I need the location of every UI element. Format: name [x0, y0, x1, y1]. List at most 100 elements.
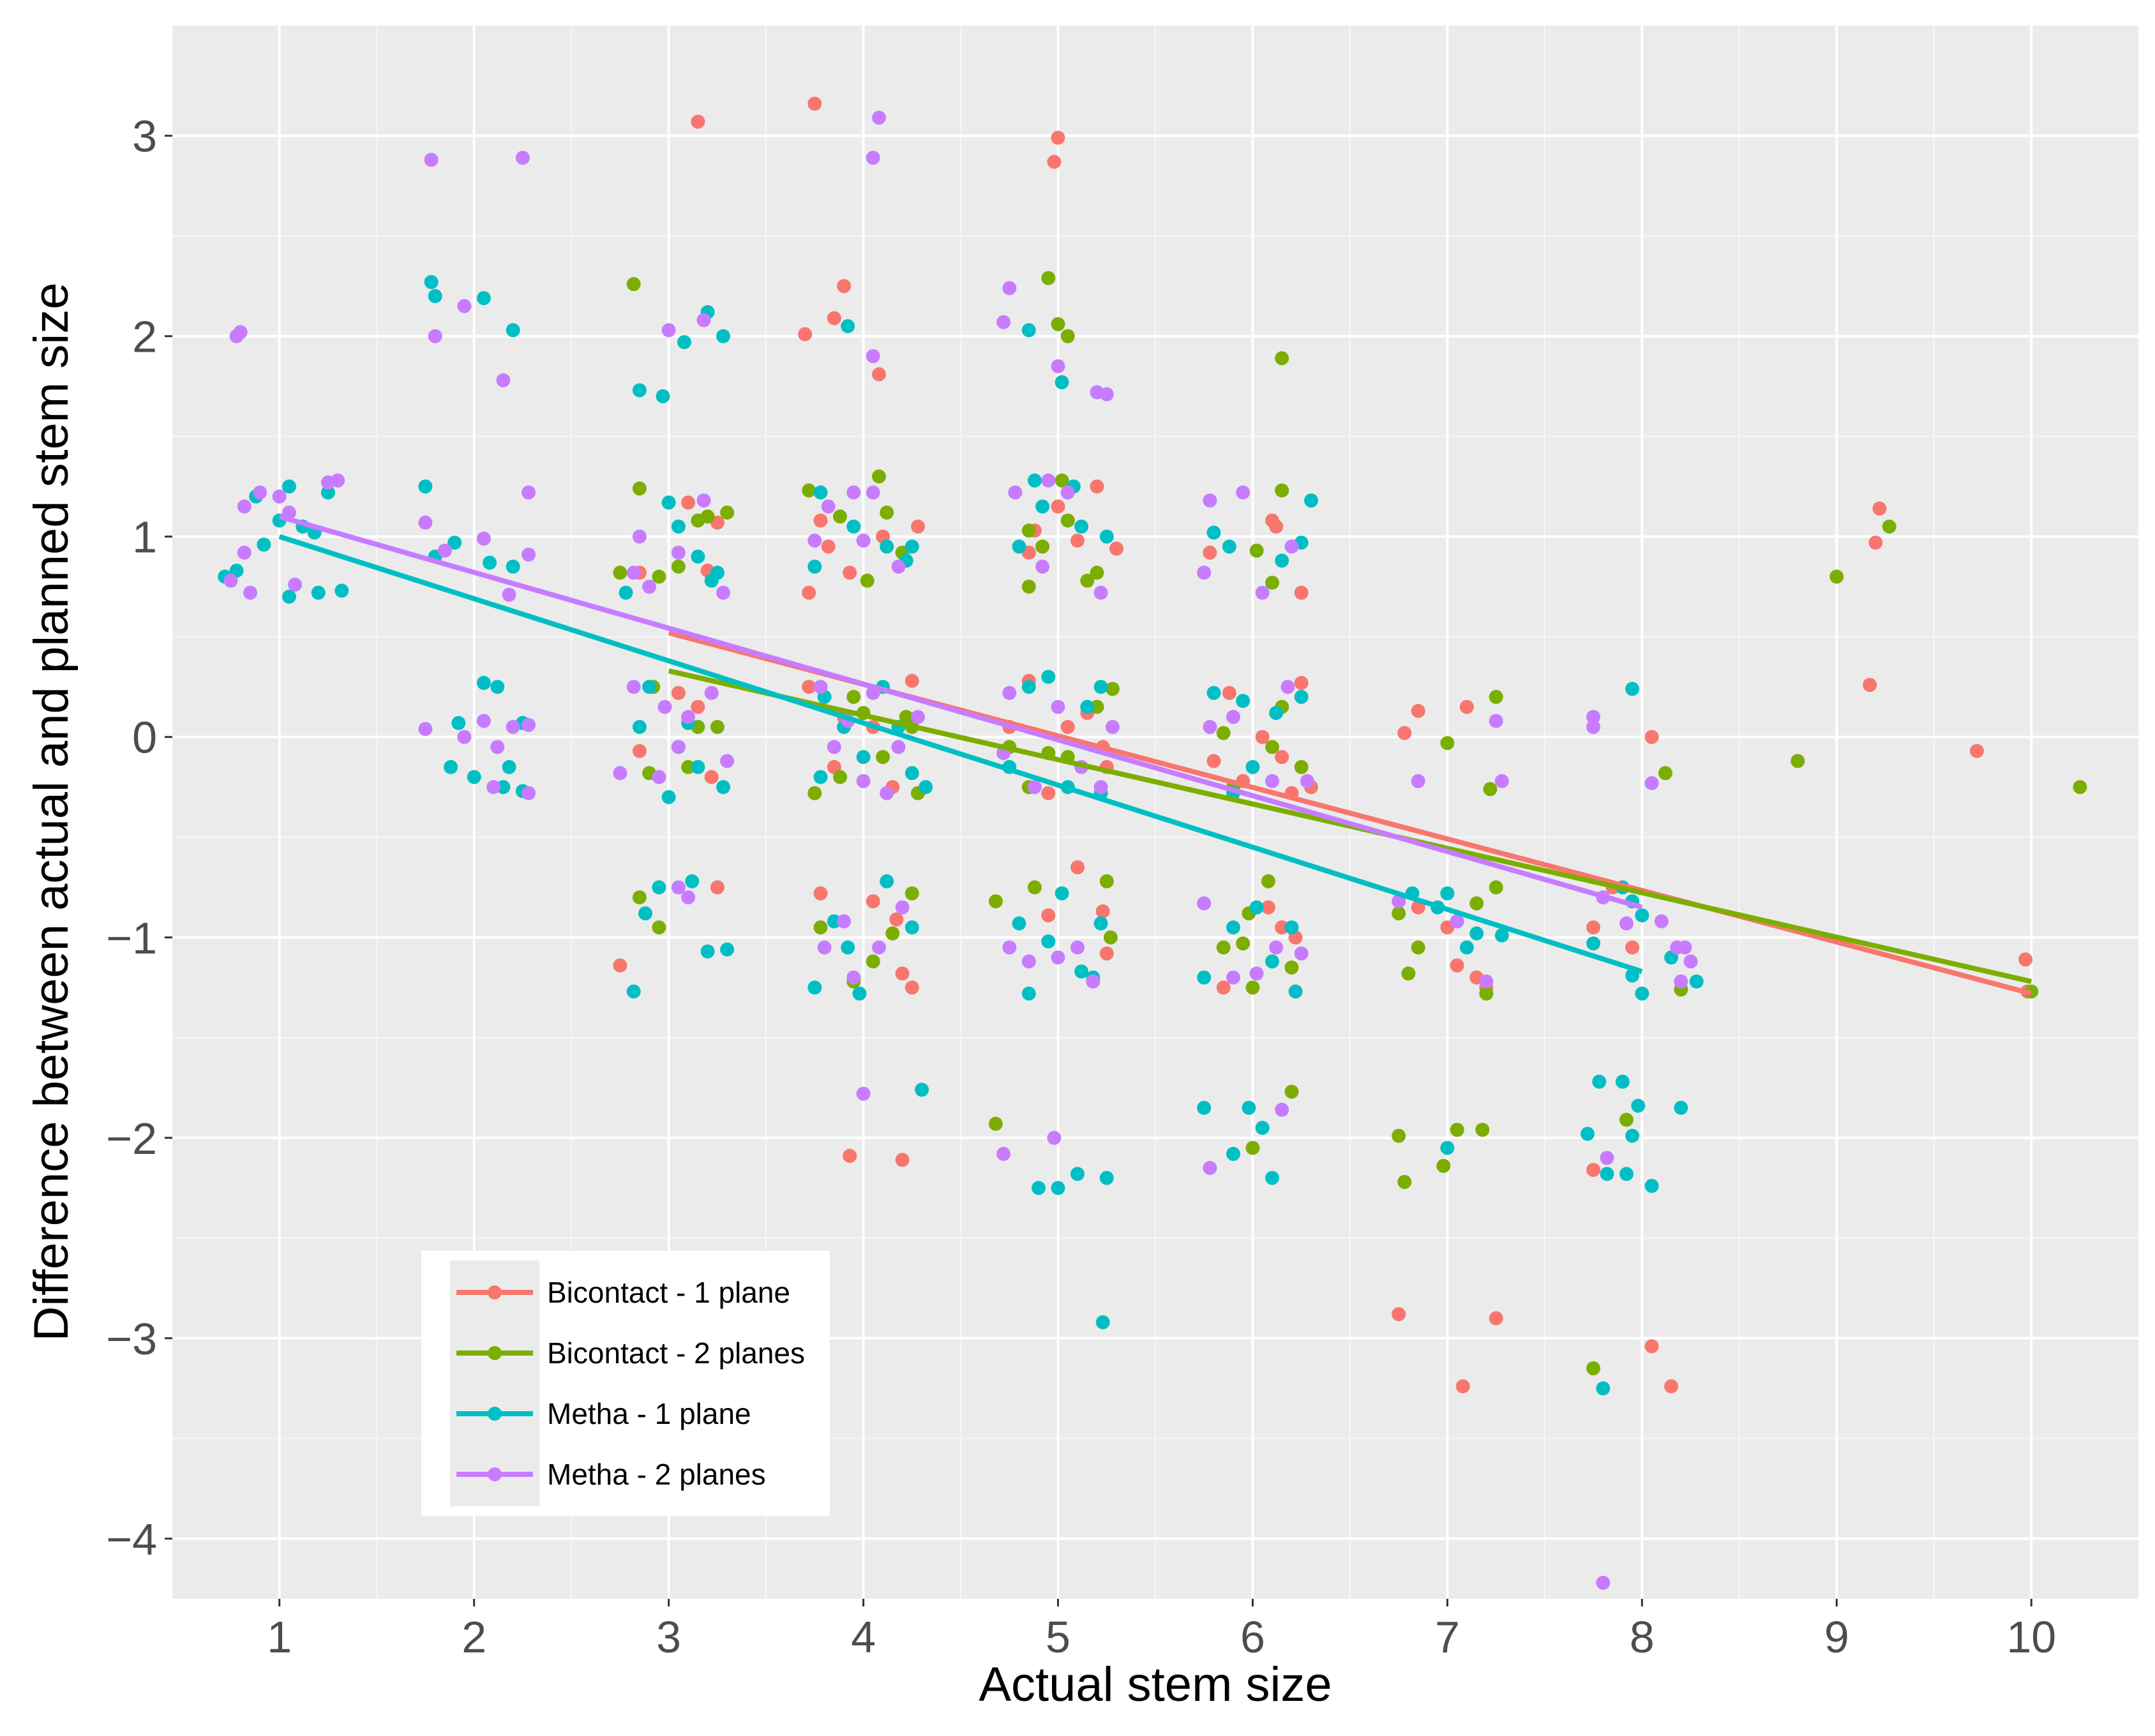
data-point [1275, 483, 1289, 498]
data-point [905, 980, 919, 995]
data-point [866, 349, 880, 364]
data-point [626, 565, 641, 580]
data-point [1070, 1167, 1085, 1181]
data-point [1265, 576, 1279, 590]
data-point [691, 114, 705, 129]
data-point [1275, 351, 1289, 366]
y-tick-label: −2 [106, 1114, 157, 1164]
data-point [1099, 946, 1114, 961]
data-point [843, 565, 857, 580]
data-point [1002, 685, 1017, 700]
minor-gridlines [172, 26, 2138, 1599]
data-point [1581, 1126, 1595, 1141]
data-point [418, 515, 433, 530]
data-point [1197, 1100, 1212, 1115]
data-point [1021, 986, 1036, 1001]
data-point [856, 1086, 871, 1101]
data-point [1051, 499, 1065, 514]
data-point [807, 786, 822, 800]
data-point [696, 313, 711, 327]
data-point [866, 894, 880, 909]
data-point [1586, 710, 1601, 724]
data-point [1280, 680, 1295, 694]
x-axis-title: Actual stem size [979, 1657, 1332, 1712]
data-point [1294, 760, 1309, 774]
data-point [1615, 1074, 1630, 1089]
data-point [1242, 1100, 1256, 1115]
y-tick-label: 2 [132, 312, 157, 362]
data-point [813, 680, 828, 694]
data-point [813, 920, 828, 935]
legend-label: Metha - 2 planes [547, 1458, 766, 1491]
data-point [1625, 1128, 1640, 1143]
data-point [720, 505, 735, 520]
data-point [237, 545, 252, 560]
data-point [891, 559, 906, 574]
data-point [661, 789, 676, 804]
data-point [476, 714, 491, 728]
fit-line-metha-2-planes [278, 514, 1643, 910]
data-point [1051, 317, 1065, 331]
data-point [502, 587, 516, 602]
data-point [1105, 682, 1120, 696]
data-point [515, 151, 530, 165]
data-point [1222, 539, 1236, 554]
data-point [1284, 539, 1299, 554]
data-point [1475, 1123, 1490, 1137]
data-point [1586, 1361, 1601, 1375]
data-point [1265, 1171, 1279, 1185]
data-point [1586, 1163, 1601, 1177]
y-tick-label: −3 [106, 1314, 157, 1364]
legend-item-metha-2-planes: Metha - 2 planes [456, 1458, 766, 1491]
x-tick-label: 6 [1240, 1612, 1265, 1662]
legend-item-metha-1-plane: Metha - 1 plane [456, 1397, 751, 1430]
data-point [476, 291, 491, 306]
data-point [490, 680, 505, 694]
data-point [691, 700, 705, 714]
data-point [1479, 974, 1494, 989]
data-point [1012, 539, 1026, 554]
data-point [852, 986, 867, 1001]
data-point [1397, 1174, 1412, 1189]
data-point [1021, 523, 1036, 538]
data-point [671, 685, 686, 700]
data-point [837, 279, 852, 294]
data-point [632, 529, 647, 544]
data-point [1093, 680, 1108, 694]
data-point [613, 766, 627, 781]
data-point [1206, 685, 1221, 700]
data-point [1027, 880, 1042, 895]
data-point [827, 311, 841, 326]
data-point [1440, 736, 1455, 751]
data-point [813, 513, 828, 528]
data-point [866, 485, 880, 500]
data-point [424, 274, 439, 289]
data-point [691, 550, 705, 564]
data-point [1002, 281, 1017, 296]
data-point [681, 495, 696, 510]
data-point [626, 680, 641, 694]
data-point [1055, 473, 1069, 488]
data-point [447, 535, 462, 550]
data-point [1080, 700, 1095, 714]
data-point [1644, 776, 1659, 790]
data-point [1099, 387, 1114, 401]
data-point [1459, 700, 1474, 714]
data-point [1203, 1160, 1217, 1175]
data-point [856, 774, 871, 788]
data-point [821, 539, 836, 554]
data-point [1635, 986, 1649, 1001]
data-point [1203, 545, 1217, 560]
data-point [657, 700, 672, 714]
data-point [1592, 1074, 1607, 1089]
data-point [919, 780, 933, 795]
data-point [418, 722, 433, 737]
data-point [1284, 1084, 1299, 1099]
data-point [1440, 886, 1455, 901]
data-point [1269, 706, 1284, 721]
data-point [1206, 754, 1221, 768]
data-point [846, 485, 861, 500]
data-point [272, 489, 287, 504]
data-point [1455, 1379, 1470, 1394]
data-point [1047, 154, 1062, 169]
